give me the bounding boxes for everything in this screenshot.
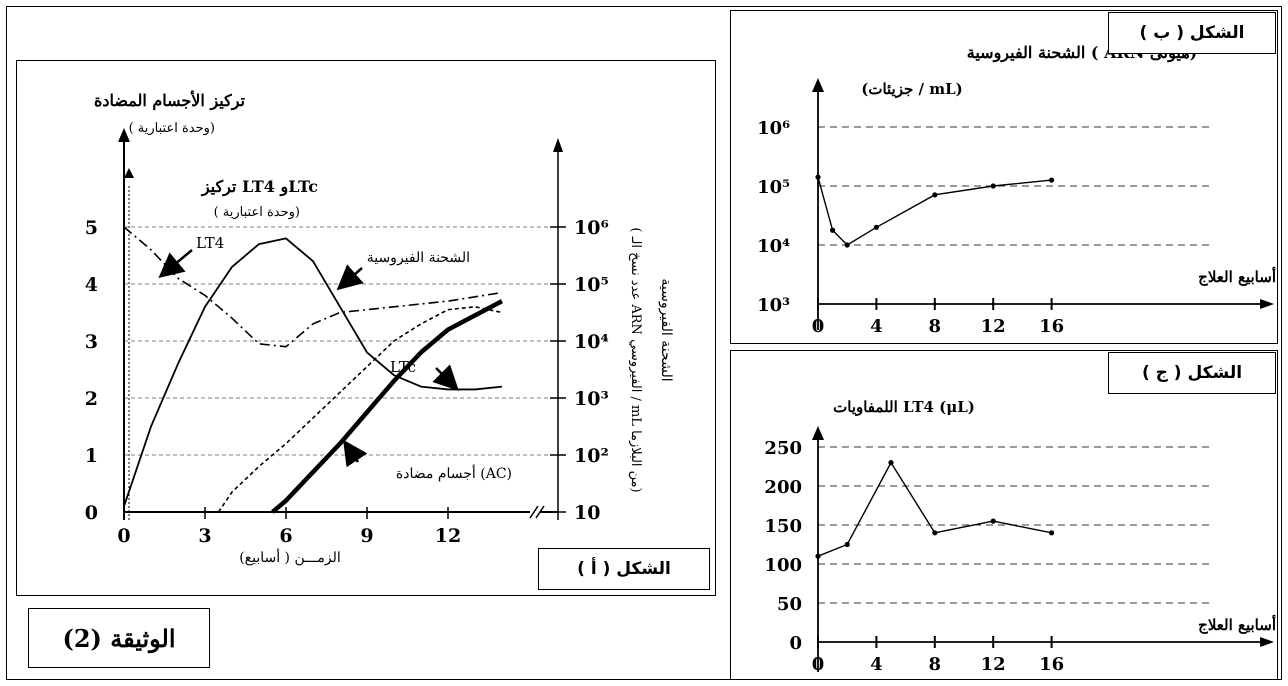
chart-a-x-tick-label: 12 bbox=[435, 525, 461, 547]
chart-b-x-tick-label: 8 bbox=[929, 316, 942, 337]
chart-c-title: اللمفاويات LT4 (μL) bbox=[833, 398, 975, 416]
chart-b-y-tick-label: 10⁴ bbox=[757, 236, 790, 257]
document-frame bbox=[6, 6, 1282, 680]
annotation-lt4: LT4 bbox=[196, 234, 224, 252]
chart-c-x-tick-label: 16 bbox=[1039, 654, 1064, 675]
chart-a-left-axis-arrow bbox=[118, 128, 130, 142]
chart-b-point bbox=[844, 242, 850, 248]
chart-c-point bbox=[990, 518, 996, 524]
chart-b-y-label: (جزيئات / mL) bbox=[861, 80, 963, 98]
chart-b-point bbox=[932, 192, 938, 198]
chart-c-x-tick-label: 8 bbox=[929, 654, 942, 675]
chart-a-right-axis-arrow bbox=[553, 138, 563, 152]
chart-a-x-tick-label: 9 bbox=[360, 525, 373, 547]
chart-b-y-tick-label: 10⁶ bbox=[757, 118, 790, 139]
chart-a-left-tick-label: 5 bbox=[85, 217, 98, 239]
chart-c-y-tick-label: 200 bbox=[764, 477, 802, 498]
chart-c-y-tick-label: 100 bbox=[764, 555, 802, 576]
chart-b-x-label: أسابيع العلاج bbox=[1198, 266, 1276, 286]
chart-c-x-tick-label: 4 bbox=[870, 654, 883, 675]
annotation-viral-load: الشحنة الفيروسية bbox=[367, 250, 470, 266]
chart-c-point bbox=[932, 530, 938, 536]
chart-c-x-tick-label: 0 bbox=[812, 654, 825, 675]
chart-a-left-tick-label: 1 bbox=[85, 445, 98, 467]
chart-b-y-tick-label: 10⁵ bbox=[757, 177, 790, 198]
chart-a-left-subtitle-2: ( وحدة اعتبارية) bbox=[214, 205, 300, 220]
chart-c-y-tick-label: 250 bbox=[764, 438, 802, 459]
chart-a-left-tick-label: 0 bbox=[85, 502, 98, 524]
chart-b-point bbox=[830, 227, 836, 233]
panel-b-label: الشكل ( ب ) bbox=[1108, 12, 1276, 54]
chart-a-right-tick-label: 10² bbox=[574, 445, 609, 467]
annotation-viral-load-arrow bbox=[336, 264, 364, 291]
chart-c-y-tick-label: 50 bbox=[777, 594, 802, 615]
chart-b-x-tick-label: 0 bbox=[812, 316, 825, 337]
chart-c-point bbox=[888, 460, 894, 466]
chart-a-x-tick-label: 3 bbox=[198, 525, 211, 547]
chart-b-x-tick-label: 12 bbox=[981, 316, 1006, 337]
chart-a-series-2 bbox=[217, 305, 503, 513]
chart-b-x-tick-label: 4 bbox=[870, 316, 883, 337]
chart-a-x-tick-label: 6 bbox=[279, 525, 292, 547]
chart-a-right-tick-label: 10 bbox=[574, 502, 600, 524]
chart-a-x-label: الزمـــن ( أسابيع) bbox=[239, 547, 341, 566]
chart-a-left-subtitle-1: ( وحدة اعتبارية) bbox=[129, 121, 215, 136]
chart-a-left-title-2: تركيز LT4 وLTc bbox=[201, 177, 318, 197]
chart-c-point bbox=[815, 553, 821, 559]
chart-c-y-tick-label: 150 bbox=[764, 516, 802, 537]
chart-c-x-axis-arrow bbox=[1260, 637, 1274, 647]
chart-b-y-axis-arrow bbox=[812, 78, 824, 92]
annotation-ltc-arrow bbox=[432, 364, 459, 391]
chart-b-point bbox=[1049, 177, 1055, 183]
chart-a-second-left-axis-arrow bbox=[124, 168, 134, 178]
chart-a-right-title-1: الشحنة الفيروسية bbox=[658, 278, 674, 381]
panel-a-box bbox=[16, 60, 716, 596]
chart-a-left-title-1: تركيز الأجسام المضادة bbox=[94, 90, 246, 111]
chart-a-series-3 bbox=[271, 299, 504, 514]
chart-a-right-tick-label: 10⁴ bbox=[574, 331, 609, 353]
panel-b-box bbox=[730, 10, 1278, 344]
chart-c-point bbox=[844, 541, 850, 548]
chart-b-x-tick-label: 16 bbox=[1039, 316, 1064, 337]
chart-b-point bbox=[815, 174, 821, 180]
panel-c-label: الشكل ( ج ) bbox=[1108, 352, 1276, 394]
chart-b-point bbox=[873, 224, 880, 230]
annotation-lt4-arrow bbox=[158, 249, 193, 279]
annotation-antibodies: أجسام مضادة (AC) bbox=[396, 463, 512, 482]
chart-a-right-tick-label: 10³ bbox=[574, 388, 609, 410]
document-label: الوثيقة (2) bbox=[28, 608, 210, 668]
chart-c-series bbox=[817, 461, 1052, 557]
chart-a-right-tick-label: 10⁵ bbox=[574, 274, 609, 296]
panel-a-label: الشكل ( أ ) bbox=[538, 548, 710, 590]
chart-c-point bbox=[1049, 530, 1055, 536]
chart-a-axis-break-1 bbox=[529, 505, 539, 519]
chart-c-y-tick-label: 0 bbox=[789, 633, 802, 654]
chart-b-point bbox=[990, 183, 996, 189]
panel-c-box bbox=[730, 350, 1278, 680]
chart-a-left-tick-label: 2 bbox=[85, 388, 98, 410]
chart-b-y-tick-label: 10³ bbox=[757, 295, 790, 316]
chart-a-left-tick-label: 3 bbox=[85, 331, 98, 353]
chart-c-y-axis-arrow bbox=[812, 426, 824, 440]
chart-c-x-label: أسابيع العلاج bbox=[1198, 614, 1276, 634]
chart-a-left-tick-label: 4 bbox=[85, 274, 98, 296]
annotation-antibodies-arrow bbox=[343, 439, 368, 468]
chart-b-x-axis-arrow bbox=[1260, 299, 1274, 309]
annotation-ltc: LTc bbox=[390, 358, 416, 376]
chart-a-x-tick-label: 0 bbox=[117, 525, 130, 547]
chart-a-right-tick-label: 10⁶ bbox=[574, 217, 609, 239]
chart-a-right-title-2: ( عدد نسخ الـ ARN الفيروسي / mL من البلا… bbox=[628, 227, 643, 492]
chart-c-x-tick-label: 12 bbox=[981, 654, 1006, 675]
